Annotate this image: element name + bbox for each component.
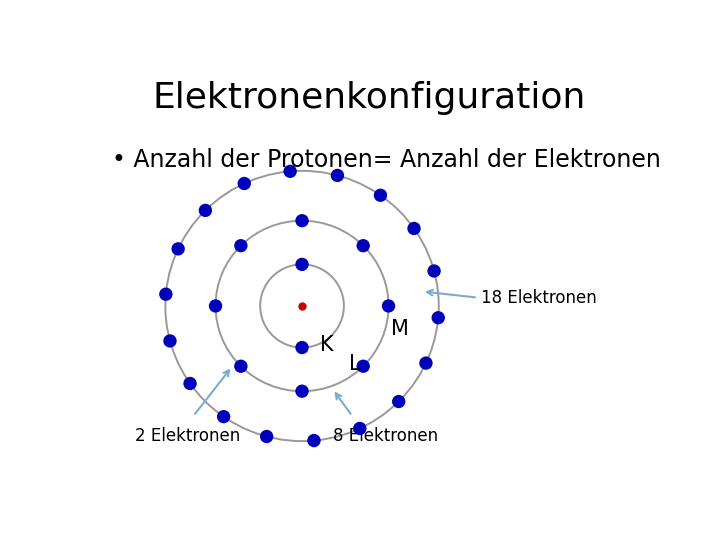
Ellipse shape (238, 177, 251, 190)
Ellipse shape (408, 222, 420, 235)
Text: L: L (349, 354, 361, 374)
Ellipse shape (217, 410, 230, 423)
Ellipse shape (234, 239, 248, 252)
Text: 18 Elektronen: 18 Elektronen (481, 289, 596, 307)
Ellipse shape (431, 311, 445, 325)
Text: 8 Elektronen: 8 Elektronen (333, 427, 438, 444)
Text: • Anzahl der Protonen= Anzahl der Elektronen: • Anzahl der Protonen= Anzahl der Elektr… (112, 148, 661, 172)
Text: M: M (391, 319, 409, 339)
Ellipse shape (419, 356, 433, 370)
Ellipse shape (163, 334, 176, 348)
Ellipse shape (307, 434, 320, 447)
Ellipse shape (284, 165, 297, 178)
Ellipse shape (159, 287, 173, 301)
Ellipse shape (330, 169, 344, 182)
Text: Elektronenkonfiguration: Elektronenkonfiguration (153, 82, 585, 116)
Ellipse shape (374, 188, 387, 202)
Ellipse shape (295, 258, 309, 271)
Ellipse shape (199, 204, 212, 217)
Ellipse shape (295, 214, 309, 227)
Ellipse shape (428, 265, 441, 278)
Ellipse shape (295, 341, 309, 354)
Ellipse shape (295, 384, 309, 398)
Ellipse shape (382, 299, 395, 313)
Text: K: K (320, 335, 334, 355)
Ellipse shape (353, 422, 366, 435)
Ellipse shape (392, 395, 405, 408)
Ellipse shape (260, 430, 274, 443)
Ellipse shape (184, 377, 197, 390)
Ellipse shape (171, 242, 185, 255)
Text: 2 Elektronen: 2 Elektronen (135, 427, 240, 444)
Ellipse shape (356, 239, 370, 252)
Ellipse shape (234, 360, 248, 373)
Ellipse shape (209, 299, 222, 313)
Ellipse shape (356, 360, 370, 373)
